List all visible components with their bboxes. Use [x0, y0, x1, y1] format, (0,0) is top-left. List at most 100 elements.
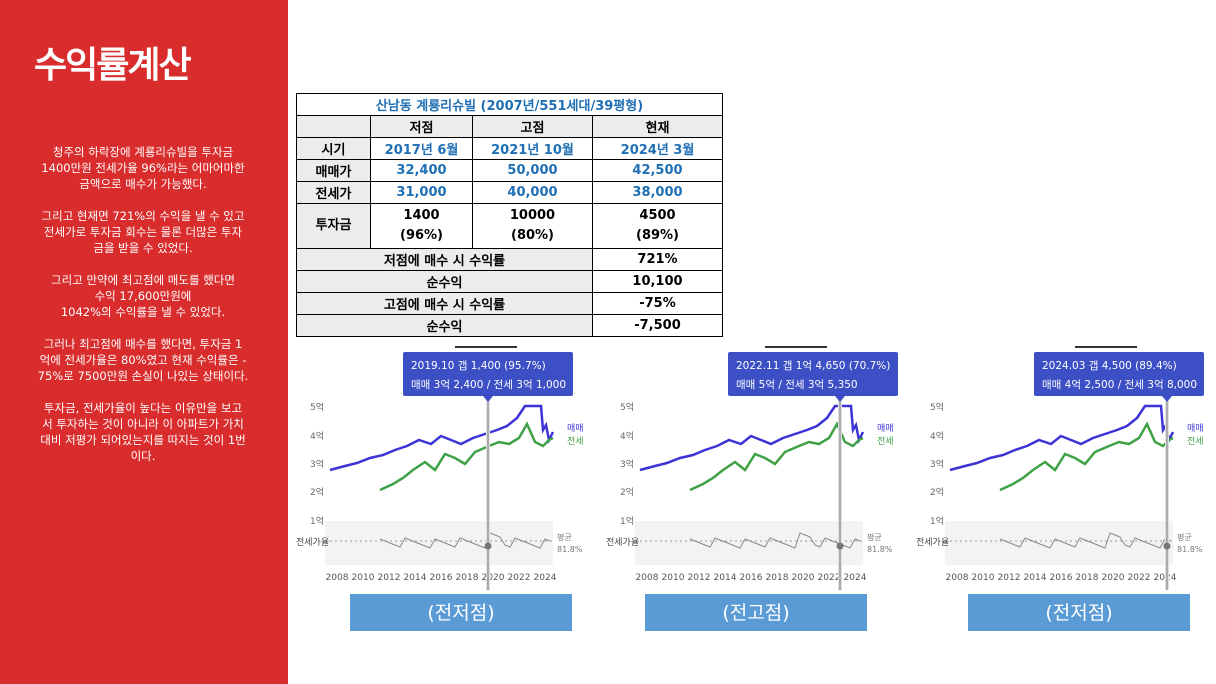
legend-sale: 매매 [1187, 423, 1204, 434]
text-line: 대비 저평가 되어있는지를 따지는 것이 1번 [40, 433, 246, 447]
text-line: 1042%의 수익률을 낼 수 있었다. [60, 305, 226, 319]
sidebar-text: 청주의 하락장에 계룡리슈빌을 투자금 1400만원 전세가율 96%라는 어마어… [14, 144, 272, 480]
cell-line: (80%) [511, 228, 554, 243]
ratio-label: 전세가율 [916, 537, 949, 548]
text-line: 그러나 최고점에 매수를 했다면, 투자금 1 [43, 337, 243, 351]
table-row: 매매가 32,400 50,000 42,500 [296, 159, 723, 182]
table-row: 투자금 1400 (96%) 10000 (80%) 4500 (89%) [296, 203, 723, 249]
text-line: 그리고 만약에 최고점에 매도를 했다면 [51, 273, 235, 287]
x-label: 2008 [636, 573, 659, 583]
x-label: 2024 [534, 573, 557, 583]
x-label: 2008 [946, 573, 969, 583]
panel-top-bar [1075, 346, 1137, 348]
text-line: 1400만원 전세가율 96%라는 어마어마한 [41, 161, 245, 175]
tooltip [728, 352, 898, 396]
panel-top-bar [765, 346, 827, 348]
text-line: 서 투자하는 것이 아니라 이 아파트가 가치 [42, 417, 244, 431]
legend-sale: 매매 [877, 423, 894, 434]
x-label: 2022 [818, 573, 841, 583]
cell-line: (96%) [400, 228, 443, 243]
x-label: 2020 [792, 573, 815, 583]
text-line: 억에 전세가율은 80%였고 현재 수익률은 - [39, 353, 247, 367]
table-row: 시기 2017년 6월 2021년 10월 2024년 3월 [296, 137, 723, 160]
ratio-line [379, 532, 551, 549]
average-label: 평균 [867, 532, 882, 542]
y-label: 5억 [310, 401, 324, 413]
cell: 10000 (80%) [472, 203, 593, 249]
row-label: 시기 [296, 137, 371, 160]
sidebar: 수익률계산 청주의 하락장에 계룡리슈빌을 투자금 1400만원 전세가율 96%… [0, 0, 288, 684]
slide-title: 수익률계산 [34, 45, 192, 86]
x-label: 2024 [844, 573, 867, 583]
tooltip-arrow [1162, 396, 1172, 402]
text-line: 금액으로 매수가 가능했다. [79, 177, 207, 191]
cursor-dot [484, 542, 492, 550]
y-label: 4억 [310, 430, 324, 442]
caption: (전고점) [722, 602, 789, 624]
header-corner [296, 115, 371, 138]
header-cell: 저점 [370, 115, 473, 138]
legend-jeonse: 전세 [1187, 436, 1204, 447]
text-line: 청주의 하락장에 계룡리슈빌을 투자금 [52, 145, 234, 159]
header-cell: 현재 [592, 115, 723, 138]
tooltip-line: 2022.11 갭 1억 4,650 (70.7%) [736, 360, 890, 372]
table: 산남동 계룡리슈빌 (2007년/551세대/39평형) 저점 고점 현재 시기 2017… [296, 93, 723, 337]
cell: 32,400 [370, 159, 473, 182]
cell-line: 4500 [639, 208, 676, 223]
x-label: 2016 [1050, 573, 1073, 583]
text-line: 75%로 7500만원 손실이 나있는 상태이다. [37, 369, 249, 383]
caption: (전저점) [1045, 602, 1112, 624]
cell-line: 10000 [509, 208, 556, 223]
x-label: 2016 [740, 573, 763, 583]
cursor-dot [836, 542, 844, 550]
summary-row: 순수익 -7,500 [296, 314, 723, 337]
x-label: 2020 [482, 573, 505, 583]
x-label: 2010 [352, 573, 375, 583]
cell: 2024년 3월 [592, 137, 723, 160]
tooltip-arrow [835, 396, 845, 402]
x-label: 2012 [378, 573, 401, 583]
y-label: 1억 [310, 515, 324, 527]
summary-value: 721% [592, 248, 723, 271]
text-line: 투자금, 전세가율이 높다는 이유만을 보고 [43, 401, 243, 415]
y-label: 5억 [930, 401, 944, 413]
y-label: 5억 [620, 401, 634, 413]
y-label: 2억 [930, 486, 944, 498]
x-label: 2014 [714, 573, 737, 583]
paragraph: 그리고 만약에 최고점에 매도를 했다면 수익 17,600만원에 1042%의 수… [14, 272, 272, 320]
jeonse-line [999, 421, 1174, 492]
cell-line: 1400 [403, 208, 440, 223]
cell-line: (89%) [636, 228, 679, 243]
x-label: 2020 [1102, 573, 1125, 583]
tooltip-line: 2019.10 갭 1,400 (95.7%) [411, 360, 546, 372]
tooltip [403, 352, 573, 396]
summary-row: 저점에 매수 시 수익률 721% [296, 248, 723, 271]
x-label: 2018 [1076, 573, 1099, 583]
ratio-area [635, 521, 863, 565]
jeonse-line [689, 421, 864, 492]
x-label: 2014 [404, 573, 427, 583]
text-line: 그리고 현재면 721%의 수익을 낼 수 있고 [41, 209, 245, 223]
x-label: 2014 [1024, 573, 1047, 583]
paragraph: 그러나 최고점에 매수를 했다면, 투자금 1 억에 전세가율은 80%였고 현재… [14, 336, 272, 384]
ratio-line [999, 532, 1171, 549]
x-label: 2022 [508, 573, 531, 583]
x-label: 2012 [998, 573, 1021, 583]
text-line: 이다. [130, 449, 156, 463]
paragraph: 그리고 현재면 721%의 수익을 낼 수 있고 전세가로 투자금 회수는 물론 … [14, 208, 272, 256]
x-label: 2018 [766, 573, 789, 583]
tooltip-line: 매매 4억 2,500 / 전세 3억 8,000 [1042, 379, 1197, 391]
caption: (전저점) [427, 602, 494, 624]
y-label: 2억 [310, 486, 324, 498]
sale-line [329, 404, 555, 472]
cell: 50,000 [472, 159, 593, 182]
jeonse-line [379, 421, 554, 492]
text-line: 금을 받을 수 있었다. [93, 241, 193, 255]
x-label: 2010 [662, 573, 685, 583]
tooltip [1034, 352, 1204, 396]
x-label: 2016 [430, 573, 453, 583]
tooltip-line: 매매 3억 2,400 / 전세 3억 1,000 [411, 379, 566, 391]
average-label: 평균 [557, 532, 572, 542]
